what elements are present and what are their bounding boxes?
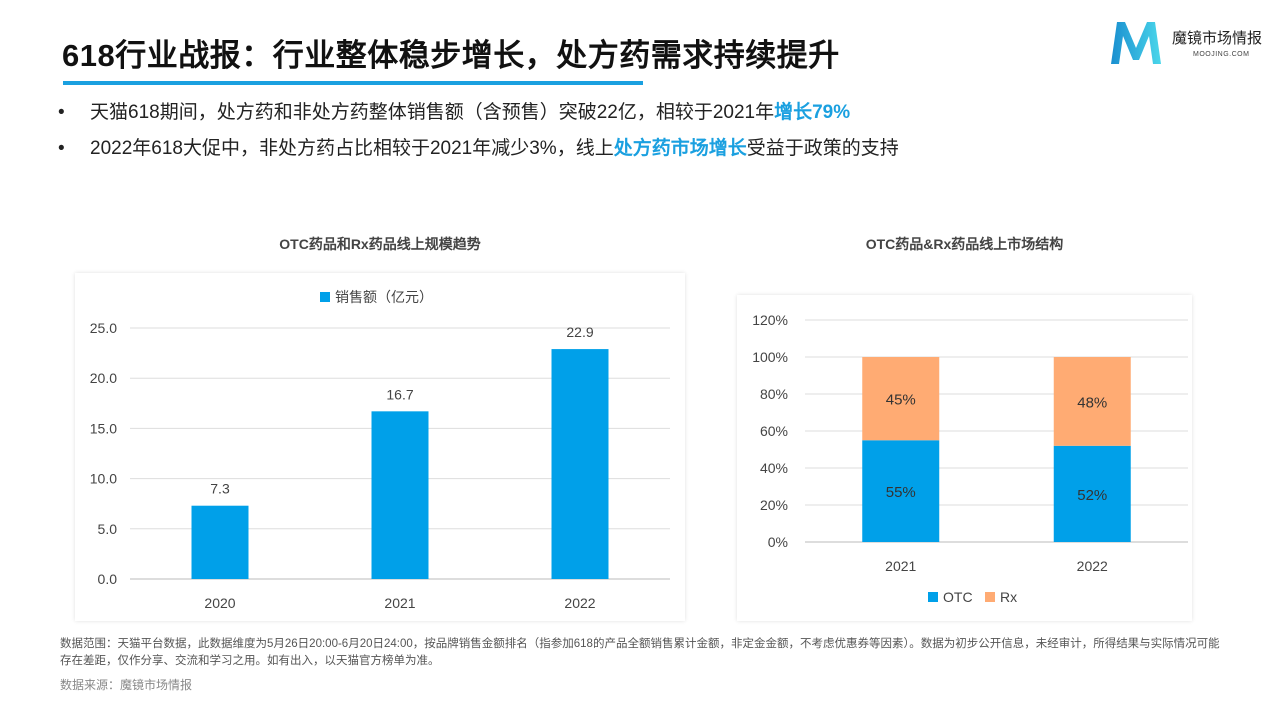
logo-domain: MOOJING.COM xyxy=(1193,51,1250,58)
bar-2021 xyxy=(371,411,429,579)
bullet-text: 天猫618期间，处方药和非处方药整体销售额（含预售）突破22亿，相较于2021年 xyxy=(90,102,775,123)
y-tick-label: 20% xyxy=(760,497,788,513)
y-tick-label: 10.0 xyxy=(90,471,117,487)
bullet-highlight: 增长79% xyxy=(774,102,851,123)
y-tick-label: 25.0 xyxy=(90,320,117,336)
x-tick-label: 2022 xyxy=(564,595,595,611)
legend-swatch-otc xyxy=(928,592,938,602)
data-label: 48% xyxy=(1077,394,1107,411)
data-source: 数据来源：魔镜市场情报 xyxy=(60,678,193,692)
moojing-logo: 魔镜市场情报 MOOJING.COM xyxy=(1107,18,1267,68)
y-tick-label: 100% xyxy=(752,349,788,365)
chart-title-structure: OTC药品&Rx药品线上市场结构 xyxy=(865,236,1064,252)
data-label: 55% xyxy=(886,484,916,501)
bullet-text: 2022年618大促中，非处方药占比相较于2021年减少3%，线上 xyxy=(90,138,614,159)
bullet-text-after: 受益于政策的支持 xyxy=(746,138,899,159)
y-tick-label: 40% xyxy=(760,460,788,476)
bar-2020 xyxy=(191,505,249,579)
bar-otc-2021 xyxy=(862,440,940,542)
moojing-m-icon xyxy=(1111,22,1161,64)
page-title: 618行业战报：行业整体稳步增长，处方药需求持续提升 xyxy=(62,38,840,73)
y-tick-label: 20.0 xyxy=(90,370,117,386)
data-label: 45% xyxy=(886,392,916,409)
data-scope-note: 数据范围：天猫平台数据，此数据维度为5月26日20:00-6月20日24:00，… xyxy=(60,638,1220,667)
logo-name: 魔镜市场情报 xyxy=(1172,30,1263,47)
title-underline xyxy=(63,81,643,85)
legend-swatch-rx xyxy=(985,592,995,602)
bar-rx-2021 xyxy=(862,357,940,441)
y-tick-label: 5.0 xyxy=(98,521,118,537)
y-tick-label: 60% xyxy=(760,423,788,439)
x-tick-label: 2022 xyxy=(1077,558,1108,574)
legend-label-rx: Rx xyxy=(1000,589,1017,605)
data-label: 7.3 xyxy=(210,481,230,497)
y-tick-label: 0% xyxy=(768,534,788,550)
y-tick-label: 0.0 xyxy=(98,571,118,587)
bullet-list: • 天猫618期间，处方药和非处方药整体销售额（含预售）突破22亿，相较于202… xyxy=(58,95,899,167)
data-label: 22.9 xyxy=(566,324,593,340)
bar-rx-2022 xyxy=(1053,357,1131,446)
x-tick-label: 2021 xyxy=(885,558,916,574)
legend-label-otc: OTC xyxy=(943,589,973,605)
bar-2022 xyxy=(551,349,609,579)
bar-otc-2022 xyxy=(1053,445,1131,542)
y-tick-label: 15.0 xyxy=(90,420,117,436)
x-tick-label: 2021 xyxy=(384,595,415,611)
legend-swatch-sales xyxy=(320,292,330,302)
bullet-item: • 2022年618大促中，非处方药占比相较于2021年减少3%，线上处方药市场… xyxy=(58,138,899,159)
bullet-item: • 天猫618期间，处方药和非处方药整体销售额（含预售）突破22亿，相较于202… xyxy=(58,102,851,123)
bullet-highlight: 处方药市场增长 xyxy=(613,138,747,159)
x-tick-label: 2020 xyxy=(204,595,235,611)
legend-label-sales: 销售额（亿元） xyxy=(335,289,433,305)
y-tick-label: 80% xyxy=(760,386,788,402)
data-label: 16.7 xyxy=(386,386,413,402)
y-tick-label: 120% xyxy=(752,312,788,328)
chart-title-scale: OTC药品和Rx药品线上规模趋势 xyxy=(279,236,481,252)
data-label: 52% xyxy=(1077,487,1107,504)
